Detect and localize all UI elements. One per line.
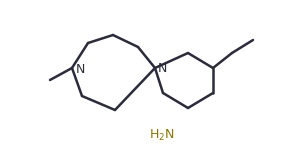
Text: H$_2$N: H$_2$N	[149, 128, 175, 143]
Text: N: N	[158, 62, 167, 75]
Text: N: N	[76, 62, 85, 75]
